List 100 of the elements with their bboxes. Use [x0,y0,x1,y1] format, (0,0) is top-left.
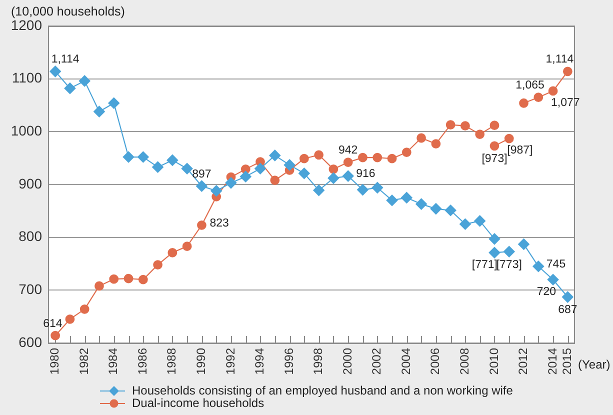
x-tick-label: 2015 [560,348,574,375]
x-tick-label: 1982 [76,348,91,375]
data-label: [973] [482,153,508,166]
point [197,220,206,230]
legend-label: Households consisting of an employed husband and a non working wife [132,383,514,398]
x-tick-label: 1996 [282,348,296,375]
point [446,120,456,130]
point [108,97,120,109]
y-tick-label: 700 [18,281,42,298]
point [402,148,412,157]
x-tick-label: 2004 [398,348,413,375]
point [488,233,500,245]
point [460,218,471,230]
data-label: 614 [43,318,63,330]
point [166,154,178,166]
data-label: 1,114 [51,54,80,66]
point [122,151,134,163]
x-tick-label: 2006 [428,348,442,375]
point [488,246,500,258]
point [109,274,119,284]
y-tick-label: 1100 [12,70,42,86]
point [416,133,426,143]
point [372,152,382,162]
point [386,194,398,206]
point [254,162,266,174]
point [137,151,149,163]
point [240,170,252,182]
point [94,106,105,118]
point [372,182,384,194]
data-label: 823 [210,217,229,230]
point [474,215,486,227]
data-label: 942 [338,144,358,156]
x-tick-label: 1988 [164,348,179,375]
point [152,161,164,173]
point [504,134,514,144]
point [519,98,528,108]
data-label: [771] [472,258,498,271]
data-label: 720 [536,286,556,298]
x-axis-title: (Year) [578,357,610,372]
point [548,86,558,96]
point [168,248,178,258]
data-label: 745 [546,258,566,271]
x-tick-label: 2012 [516,348,530,375]
point [357,184,368,196]
point [65,314,75,324]
point [358,152,368,162]
data-label: 1,114 [546,54,574,66]
point [518,238,530,250]
point [430,203,442,215]
point [196,180,208,192]
x-tick-label: 2002 [370,348,384,375]
point [490,120,500,130]
point [299,154,309,164]
x-tick-label: 2000 [340,348,354,375]
point [532,260,544,272]
point [80,304,90,314]
point [138,274,148,284]
point [314,150,324,160]
point [475,130,485,140]
data-label: [987] [507,144,533,157]
data-label: 916 [356,168,376,180]
x-tick-label: 1990 [194,348,208,375]
point [284,159,296,171]
data-label: 687 [558,304,578,316]
point [400,192,412,204]
point [124,274,134,284]
x-tick-label: 2008 [458,348,472,375]
point [343,158,353,168]
point [94,281,104,291]
x-tick-label: 1986 [135,348,150,375]
point [50,66,62,78]
point [225,177,237,189]
y-tick-label: 800 [18,228,42,244]
data-label: 897 [192,168,212,180]
point [444,204,456,216]
point [153,260,162,270]
y-tick-label: 900 [18,175,42,192]
point [460,121,470,131]
point [431,139,441,149]
point [547,274,559,286]
point [490,141,500,151]
point [181,162,193,174]
y-tick-label: 600 [18,334,42,350]
legend-label: Dual-income households [132,396,264,410]
data-label: [773] [496,258,522,271]
point [416,198,427,210]
y-axis-title: (10,000 households) [11,4,125,18]
point [64,82,76,94]
data-label: 1,065 [516,79,544,92]
point [534,92,544,102]
point [182,242,192,252]
point [328,172,340,184]
point [269,150,281,162]
x-tick-label: 2010 [486,348,501,375]
point [387,154,397,164]
x-tick-label: 2014 [545,348,560,375]
x-tick-label: 1992 [223,348,238,375]
point [270,176,280,185]
x-tick-label: 1984 [106,348,120,375]
x-tick-label: 1980 [48,348,62,375]
